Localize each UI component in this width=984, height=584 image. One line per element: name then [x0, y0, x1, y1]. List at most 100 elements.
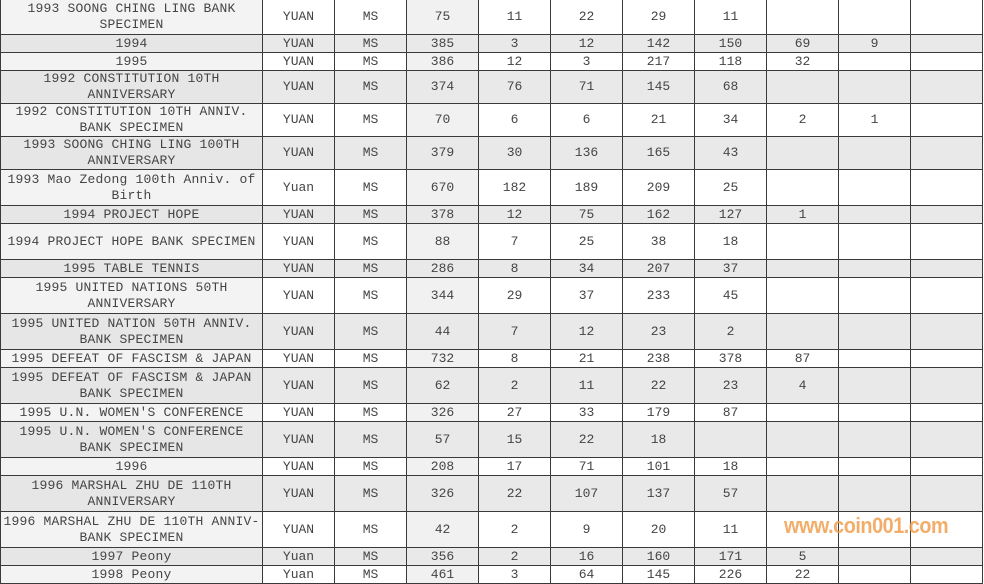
total-cell[interactable]: 461 [406, 565, 479, 584]
count-cell[interactable] [910, 223, 983, 260]
row-name[interactable]: 1996 MARSHAL ZHU DE 110TH ANNIV-BANK SPE… [0, 511, 263, 548]
count-cell[interactable]: 23 [694, 367, 767, 404]
count-cell[interactable]: 137 [622, 475, 695, 512]
count-cell[interactable]: 23 [622, 313, 695, 350]
count-cell[interactable]: 22 [550, 421, 623, 458]
unit-cell[interactable]: YUAN [262, 475, 335, 512]
count-cell[interactable] [910, 565, 983, 584]
count-cell[interactable]: 11 [694, 511, 767, 548]
count-cell[interactable]: 171 [694, 547, 767, 566]
total-cell[interactable]: 378 [406, 205, 479, 224]
count-cell[interactable]: 118 [694, 52, 767, 71]
count-cell[interactable] [838, 547, 911, 566]
count-cell[interactable] [838, 223, 911, 260]
row-name[interactable]: 1998 Peony [0, 565, 263, 584]
count-cell[interactable] [766, 421, 839, 458]
count-cell[interactable]: 45 [694, 277, 767, 314]
count-cell[interactable]: 136 [550, 136, 623, 170]
row-name[interactable]: 1995 TABLE TENNIS [0, 259, 263, 278]
count-cell[interactable]: 21 [622, 103, 695, 137]
row-name[interactable]: 1996 [0, 457, 263, 476]
total-cell[interactable]: 44 [406, 313, 479, 350]
count-cell[interactable]: 7 [478, 313, 551, 350]
total-cell[interactable]: 344 [406, 277, 479, 314]
count-cell[interactable] [910, 367, 983, 404]
count-cell[interactable]: 2 [478, 367, 551, 404]
total-cell[interactable]: 286 [406, 259, 479, 278]
row-name[interactable]: 1993 SOONG CHING LING 100TH ANNIVERSARY [0, 136, 263, 170]
count-cell[interactable]: 12 [478, 205, 551, 224]
count-cell[interactable] [910, 169, 983, 206]
count-cell[interactable] [766, 0, 839, 35]
count-cell[interactable]: 22 [622, 367, 695, 404]
count-cell[interactable] [766, 457, 839, 476]
grade-cell[interactable]: MS [334, 511, 407, 548]
count-cell[interactable]: 18 [622, 421, 695, 458]
grade-cell[interactable]: MS [334, 223, 407, 260]
unit-cell[interactable]: YUAN [262, 103, 335, 137]
count-cell[interactable] [766, 403, 839, 422]
count-cell[interactable]: 15 [478, 421, 551, 458]
count-cell[interactable]: 27 [478, 403, 551, 422]
total-cell[interactable]: 374 [406, 70, 479, 104]
unit-cell[interactable]: YUAN [262, 52, 335, 71]
count-cell[interactable]: 2 [694, 313, 767, 350]
count-cell[interactable] [838, 70, 911, 104]
grade-cell[interactable]: MS [334, 277, 407, 314]
unit-cell[interactable]: YUAN [262, 457, 335, 476]
count-cell[interactable] [910, 34, 983, 53]
grade-cell[interactable]: MS [334, 547, 407, 566]
count-cell[interactable]: 209 [622, 169, 695, 206]
grade-cell[interactable]: MS [334, 421, 407, 458]
count-cell[interactable]: 76 [478, 70, 551, 104]
count-cell[interactable] [838, 0, 911, 35]
count-cell[interactable] [910, 277, 983, 314]
row-name[interactable]: 1995 U.N. WOMEN'S CONFERENCE BANK SPECIM… [0, 421, 263, 458]
count-cell[interactable] [910, 0, 983, 35]
count-cell[interactable] [838, 52, 911, 71]
count-cell[interactable]: 378 [694, 349, 767, 368]
count-cell[interactable]: 29 [622, 0, 695, 35]
row-name[interactable]: 1995 U.N. WOMEN'S CONFERENCE [0, 403, 263, 422]
count-cell[interactable]: 18 [694, 223, 767, 260]
count-cell[interactable] [910, 457, 983, 476]
count-cell[interactable]: 7 [478, 223, 551, 260]
count-cell[interactable]: 11 [478, 0, 551, 35]
count-cell[interactable]: 182 [478, 169, 551, 206]
count-cell[interactable]: 34 [694, 103, 767, 137]
count-cell[interactable]: 12 [550, 34, 623, 53]
count-cell[interactable]: 57 [694, 475, 767, 512]
count-cell[interactable] [766, 70, 839, 104]
count-cell[interactable]: 37 [550, 277, 623, 314]
count-cell[interactable] [838, 457, 911, 476]
count-cell[interactable]: 18 [694, 457, 767, 476]
count-cell[interactable]: 25 [694, 169, 767, 206]
grade-cell[interactable]: MS [334, 565, 407, 584]
row-name[interactable]: 1992 CONSTITUTION 10TH ANNIVERSARY [0, 70, 263, 104]
grade-cell[interactable]: MS [334, 52, 407, 71]
row-name[interactable]: 1995 DEFEAT OF FASCISM & JAPAN [0, 349, 263, 368]
grade-cell[interactable]: MS [334, 403, 407, 422]
unit-cell[interactable]: Yuan [262, 547, 335, 566]
count-cell[interactable]: 207 [622, 259, 695, 278]
count-cell[interactable]: 69 [766, 34, 839, 53]
count-cell[interactable]: 30 [478, 136, 551, 170]
count-cell[interactable]: 75 [550, 205, 623, 224]
row-name[interactable]: 1995 DEFEAT OF FASCISM & JAPAN BANK SPEC… [0, 367, 263, 404]
unit-cell[interactable]: YUAN [262, 511, 335, 548]
count-cell[interactable]: 2 [478, 511, 551, 548]
count-cell[interactable]: 165 [622, 136, 695, 170]
total-cell[interactable]: 88 [406, 223, 479, 260]
count-cell[interactable]: 3 [478, 34, 551, 53]
count-cell[interactable] [766, 259, 839, 278]
count-cell[interactable]: 8 [478, 349, 551, 368]
grade-cell[interactable]: MS [334, 349, 407, 368]
count-cell[interactable]: 11 [694, 0, 767, 35]
unit-cell[interactable]: YUAN [262, 259, 335, 278]
count-cell[interactable] [766, 169, 839, 206]
row-name[interactable]: 1995 UNITED NATION 50TH ANNIV. BANK SPEC… [0, 313, 263, 350]
count-cell[interactable] [910, 349, 983, 368]
row-name[interactable]: 1993 SOONG CHING LING BANK SPECIMEN [0, 0, 263, 35]
count-cell[interactable]: 64 [550, 565, 623, 584]
count-cell[interactable] [766, 475, 839, 512]
